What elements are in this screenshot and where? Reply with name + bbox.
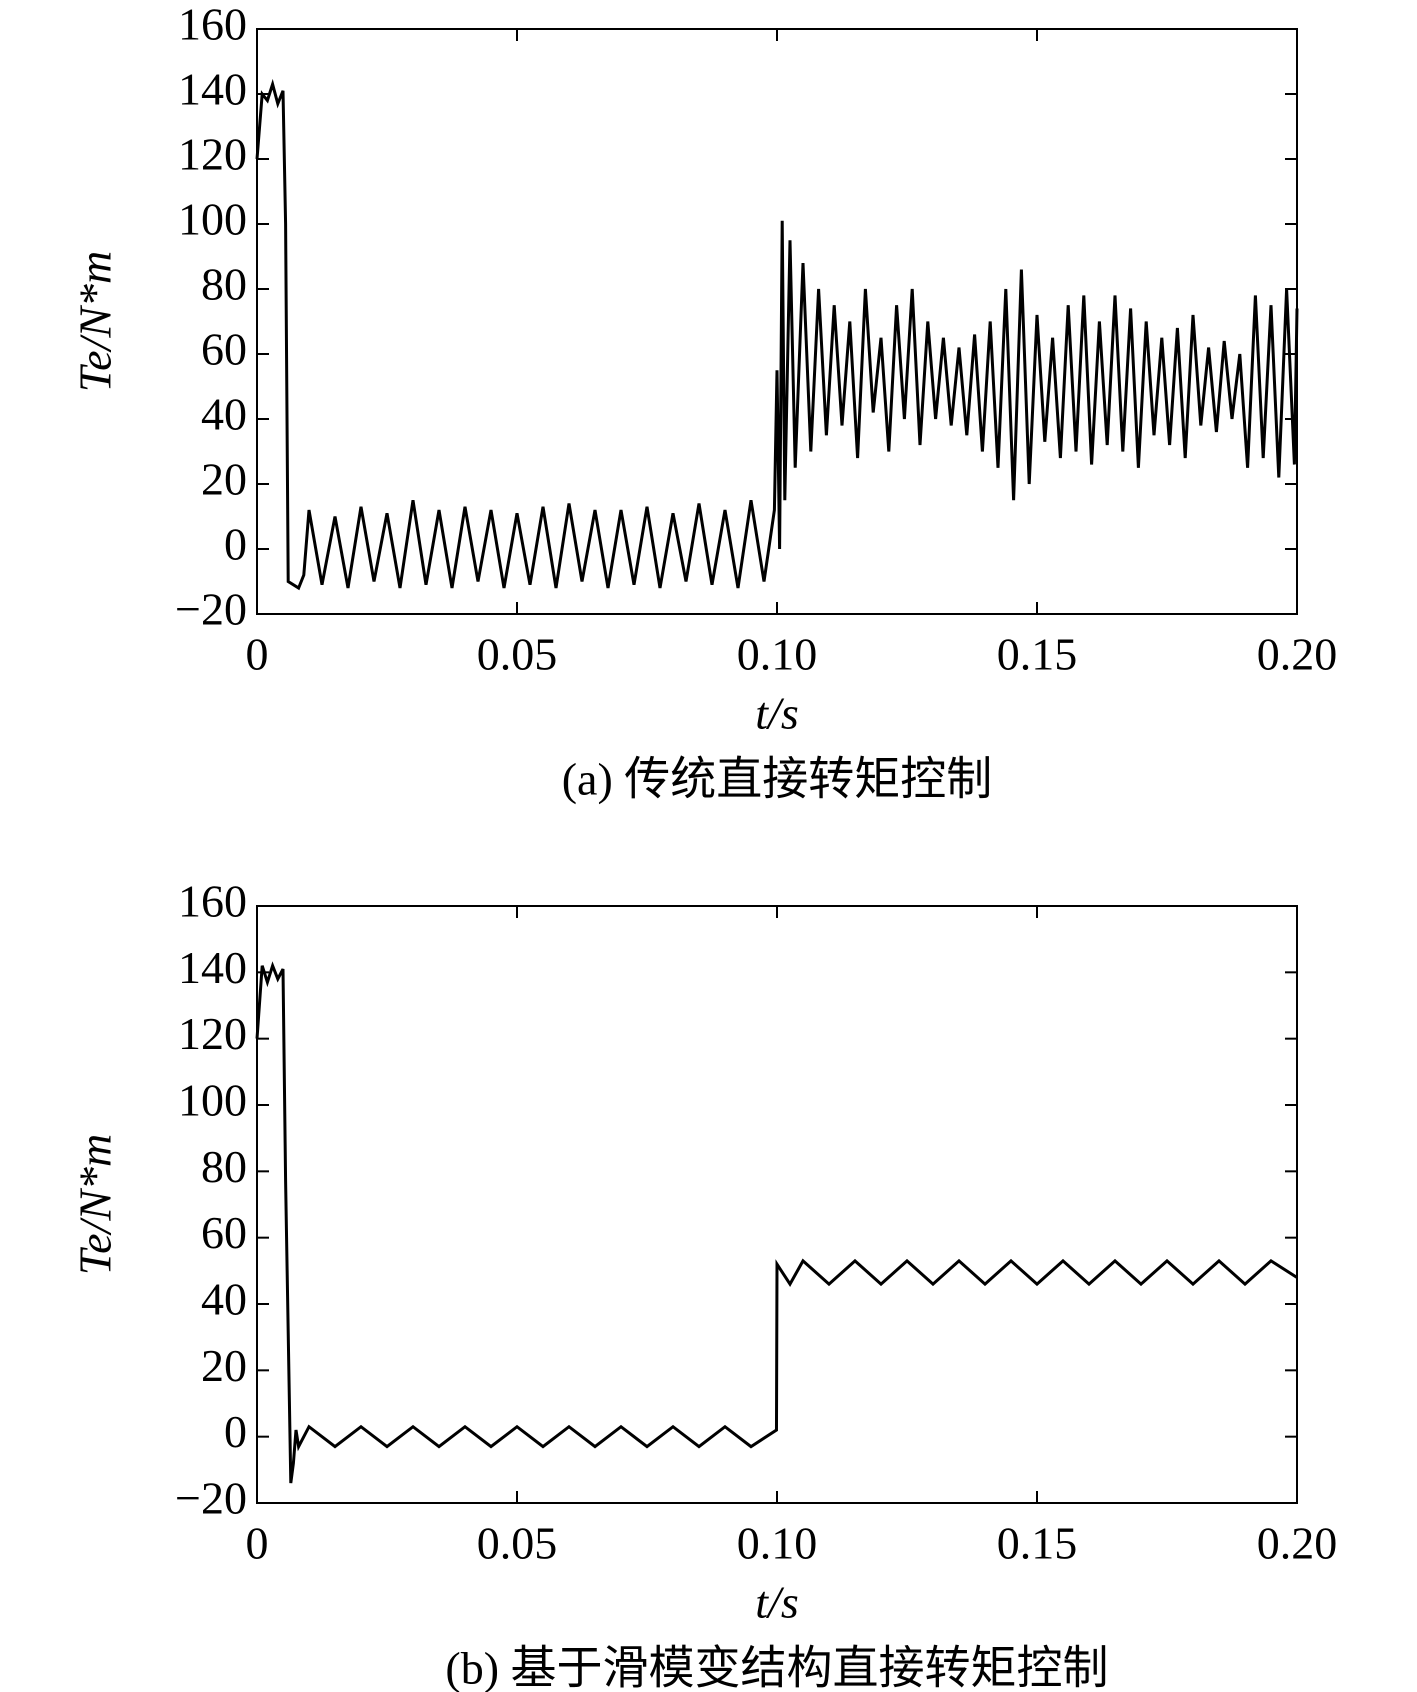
y-tick-label: 0 xyxy=(224,1406,247,1457)
x-tick-label: 0.05 xyxy=(477,629,558,680)
y-tick-label: 20 xyxy=(201,1340,247,1391)
y-tick-label: 80 xyxy=(201,1141,247,1192)
y-tick-label: −20 xyxy=(175,584,247,635)
y-tick-label: 100 xyxy=(178,1075,247,1126)
y-tick-label: 60 xyxy=(201,1207,247,1258)
y-tick-label: 100 xyxy=(178,194,247,245)
y-tick-label: 20 xyxy=(201,454,247,505)
y-tick-label: 120 xyxy=(178,1008,247,1059)
y-tick-label: 60 xyxy=(201,324,247,375)
caption: (a) 传统直接转矩控制 xyxy=(562,754,993,805)
x-tick-label: 0.15 xyxy=(997,629,1078,680)
y-tick-label: −20 xyxy=(175,1473,247,1524)
x-tick-label: 0.20 xyxy=(1257,629,1338,680)
x-axis-label: t/s xyxy=(755,688,798,739)
x-tick-label: 0.10 xyxy=(737,1518,818,1569)
signal-line xyxy=(255,78,1299,591)
x-tick-label: 0.05 xyxy=(477,1518,558,1569)
y-tick-label: 0 xyxy=(224,519,247,570)
y-tick-label: 40 xyxy=(201,389,247,440)
y-tick-label: 120 xyxy=(178,129,247,180)
x-tick-label: 0 xyxy=(246,1518,269,1569)
caption: (b) 基于滑模变结构直接转矩控制 xyxy=(445,1643,1108,1692)
y-tick-label: 40 xyxy=(201,1274,247,1325)
x-tick-label: 0.10 xyxy=(737,629,818,680)
plot-frame xyxy=(256,28,1298,615)
x-tick-label: 0.20 xyxy=(1257,1518,1338,1569)
y-tick-label: 160 xyxy=(178,0,247,50)
y-tick-label: 160 xyxy=(178,876,247,927)
x-tick-label: 0 xyxy=(246,629,269,680)
x-axis-label: t/s xyxy=(755,1577,798,1628)
y-tick-label: 140 xyxy=(178,942,247,993)
x-tick-label: 0.15 xyxy=(997,1518,1078,1569)
y-tick-label: 80 xyxy=(201,259,247,310)
signal-line xyxy=(255,961,1298,1484)
y-axis-label: Te/N*m xyxy=(70,1134,121,1275)
y-tick-label: 140 xyxy=(178,64,247,115)
y-axis-label: Te/N*m xyxy=(70,251,121,392)
